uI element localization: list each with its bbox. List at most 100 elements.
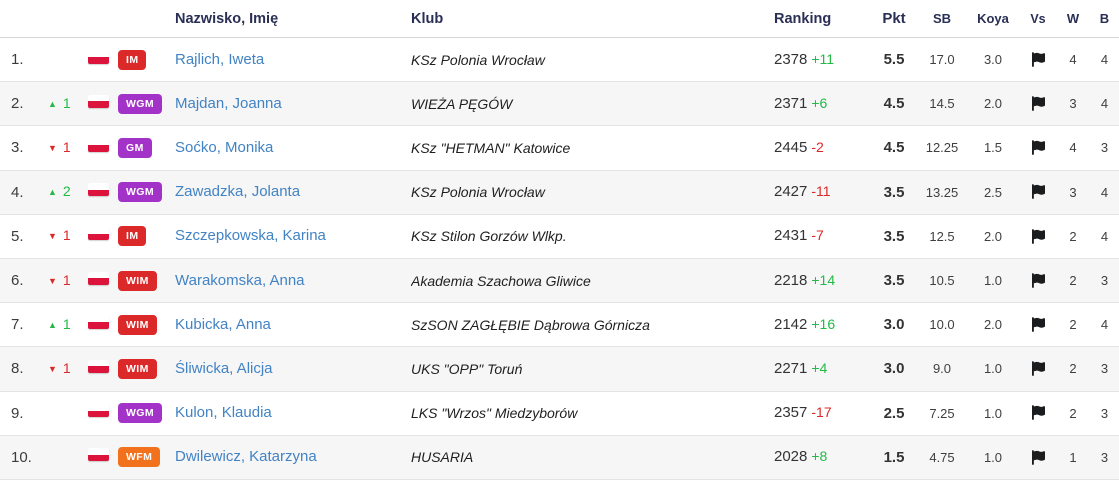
games-flag-icon[interactable]	[1031, 183, 1045, 200]
points-cell: 1.5	[883, 448, 905, 466]
rank-change-cell: ▼ 1	[46, 272, 88, 290]
games-flag-icon[interactable]	[1031, 51, 1045, 68]
title-badge: WIM	[118, 358, 157, 379]
player-name-link[interactable]: Kulon, Klaudia	[175, 404, 272, 422]
triangle-up-icon: ▲	[48, 187, 57, 198]
poland-flag-icon	[88, 94, 109, 108]
rank-change-cell: ▲ 1	[46, 316, 88, 334]
player-row: 7. ▲ 1 WIM Kubicka, Anna SzSON ZAGŁĘBIE Dąbro…	[0, 303, 1119, 348]
rank-change-value: 2	[62, 183, 71, 200]
games-flag-icon[interactable]	[1031, 95, 1045, 112]
player-name-link[interactable]: Rajlich, Iweta	[175, 50, 265, 68]
rating-value: 2142	[774, 315, 808, 333]
rating-value: 2271	[774, 359, 808, 377]
triangle-down-icon: ▼	[48, 142, 57, 153]
player-name-link[interactable]: Soćko, Monika	[175, 138, 274, 156]
white-games-cell: 3	[1069, 96, 1077, 112]
name-cell: Soćko, Monika	[175, 139, 411, 157]
black-games-cell: 4	[1100, 52, 1109, 68]
rank-change-value: 1	[62, 271, 71, 288]
title-cell: IM	[118, 226, 175, 247]
sb-cell: 13.25	[925, 184, 959, 200]
rating-change-value: +8	[811, 448, 828, 465]
rating-value: 2378	[774, 50, 808, 68]
games-flag-icon[interactable]	[1031, 139, 1045, 156]
rank-cell: 4.	[11, 183, 24, 201]
games-flag-icon[interactable]	[1031, 404, 1045, 421]
flag-cell	[88, 50, 118, 69]
title-cell: WIM	[118, 314, 175, 335]
poland-flag-icon	[88, 315, 109, 329]
rating-cell: 2028 +8	[768, 448, 870, 466]
rank-cell: 1.	[11, 51, 24, 69]
points-cell: 3.0	[883, 316, 905, 334]
poland-flag-icon	[88, 271, 109, 285]
flag-cell	[88, 94, 118, 113]
koya-cell: 1.5	[983, 140, 1003, 156]
player-name-link[interactable]: Zawadzka, Jolanta	[175, 183, 301, 201]
player-row: 4. ▲ 2 WGM Zawadzka, Jolanta KSz Polonia Wroc…	[0, 170, 1119, 215]
title-cell: IM	[118, 49, 175, 70]
rating-value: 2218	[774, 271, 808, 289]
rank-change-cell: ▲ 1	[46, 95, 88, 113]
games-flag-icon[interactable]	[1031, 316, 1045, 333]
rating-value: 2357	[774, 404, 808, 422]
player-row: 9. WGM Kulon, Klaudia LKS "Wrzos" Miedzybor…	[0, 391, 1119, 436]
rating-cell: 2271 +4	[768, 360, 870, 378]
player-name-link[interactable]: Szczepkowska, Karina	[175, 227, 326, 245]
koya-cell: 2.0	[983, 96, 1003, 112]
title-badge: WIM	[118, 314, 157, 335]
vs-cell	[1020, 404, 1056, 422]
name-cell: Dwilewicz, Katarzyna	[175, 448, 411, 466]
vs-cell	[1020, 272, 1056, 290]
club-name: KSz Stilon Gorzów Wlkp.	[411, 228, 567, 245]
name-cell: Warakomska, Anna	[175, 272, 411, 290]
player-row: 10. WFM Dwilewicz, Katarzyna HUSARIA 2028 +8 1…	[0, 435, 1119, 480]
vs-cell	[1020, 139, 1056, 157]
sb-cell: 4.75	[929, 449, 955, 465]
rank-change-value: 1	[62, 227, 71, 244]
white-games-cell: 2	[1069, 273, 1077, 289]
title-cell: GM	[118, 137, 175, 158]
vs-cell	[1020, 360, 1056, 378]
player-row: 5. ▼ 1 IM Szczepkowska, Karina KSz Stilon Gor…	[0, 214, 1119, 259]
games-flag-icon[interactable]	[1031, 360, 1045, 377]
player-name-link[interactable]: Śliwicka, Alicja	[175, 359, 273, 377]
name-cell: Majdan, Joanna	[175, 95, 411, 113]
table-header-row: Nazwisko, Imię Klub Ranking Pkt SB Koya …	[0, 0, 1119, 38]
title-cell: WIM	[118, 358, 175, 379]
points-cell: 3.0	[883, 360, 905, 378]
rank-change-cell: ▲ 2	[46, 183, 88, 201]
rank-cell: 8.	[11, 360, 24, 378]
games-flag-icon[interactable]	[1031, 272, 1045, 289]
name-cell: Zawadzka, Jolanta	[175, 183, 411, 201]
rank-change-cell: ▼ 1	[46, 139, 88, 157]
points-cell: 3.5	[883, 272, 905, 290]
club-name: Akademia Szachowa Gliwice	[411, 272, 591, 289]
rating-cell: 2142 +16	[768, 316, 870, 334]
rating-change-value: +16	[811, 315, 836, 332]
player-row: 8. ▼ 1 WIM Śliwicka, Alicja UKS "OPP" Toruń 22…	[0, 347, 1119, 392]
poland-flag-icon	[88, 138, 109, 152]
games-flag-icon[interactable]	[1031, 227, 1045, 244]
triangle-up-icon: ▲	[48, 319, 57, 330]
rating-change-value: -11	[811, 183, 831, 200]
black-games-cell: 4	[1100, 228, 1109, 244]
title-badge: WGM	[118, 403, 163, 424]
rank-cell: 2.	[11, 95, 24, 113]
triangle-down-icon: ▼	[48, 231, 57, 242]
rating-value: 2445	[774, 138, 808, 156]
player-name-link[interactable]: Majdan, Joanna	[175, 94, 282, 112]
player-name-link[interactable]: Kubicka, Anna	[175, 315, 271, 333]
black-games-cell: 3	[1100, 273, 1109, 289]
poland-flag-icon	[88, 183, 109, 197]
player-name-link[interactable]: Warakomska, Anna	[175, 271, 305, 289]
koya-cell: 1.0	[983, 449, 1003, 465]
player-name-link[interactable]: Dwilewicz, Katarzyna	[175, 448, 317, 466]
col-header-pkt: Pkt	[882, 10, 906, 27]
black-games-cell: 4	[1100, 317, 1109, 333]
rank-change-value: 1	[62, 94, 71, 111]
white-games-cell: 2	[1069, 361, 1077, 377]
title-badge: WIM	[118, 270, 157, 291]
games-flag-icon[interactable]	[1031, 448, 1045, 465]
